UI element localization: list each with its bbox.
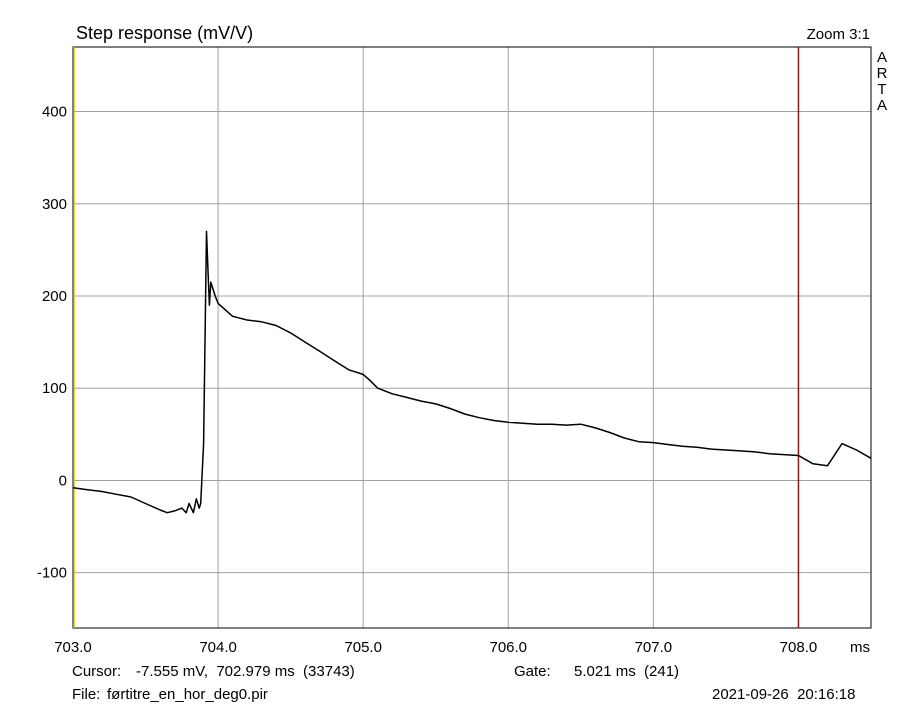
y-tick-label: 0 (59, 472, 67, 489)
brand-letter: A (876, 97, 887, 114)
gate-label: Gate: (514, 663, 551, 680)
plot-frame (72, 46, 872, 629)
datetime: 2021-09-26 20:16:18 (712, 686, 856, 703)
x-tick-label: 706.0 (489, 639, 527, 656)
y-tick-label: 100 (42, 380, 67, 397)
file-label: File: (72, 686, 101, 703)
x-axis-label: ms (850, 639, 870, 656)
y-tick-label: -100 (37, 565, 67, 582)
file-name: førtitre_en_hor_deg0.pir (107, 686, 268, 703)
x-tick-label: 705.0 (344, 639, 382, 656)
brand-letter: T (877, 81, 887, 98)
brand-letter: R (876, 65, 888, 82)
zoom-label: Zoom 3:1 (806, 26, 870, 43)
gate-value: 5.021 ms (241) (574, 663, 680, 680)
x-tick-label: 703.0 (54, 639, 92, 656)
x-tick-label: 704.0 (199, 639, 237, 656)
y-tick-label: 300 (42, 196, 67, 213)
series-line (72, 230, 872, 514)
chart-title: Step response (mV/V) (76, 23, 254, 43)
x-tick-label: 707.0 (635, 639, 673, 656)
brand-logo: A R T A (876, 50, 888, 114)
cursor-label: Cursor: (72, 663, 122, 680)
x-tick-label: 708.0 (780, 639, 818, 656)
y-tick-label: 400 (42, 104, 67, 121)
cursor-value: -7.555 mV, 702.979 ms (33743) (136, 663, 355, 680)
brand-letter: A (876, 49, 887, 66)
y-tick-label: 200 (42, 288, 67, 305)
